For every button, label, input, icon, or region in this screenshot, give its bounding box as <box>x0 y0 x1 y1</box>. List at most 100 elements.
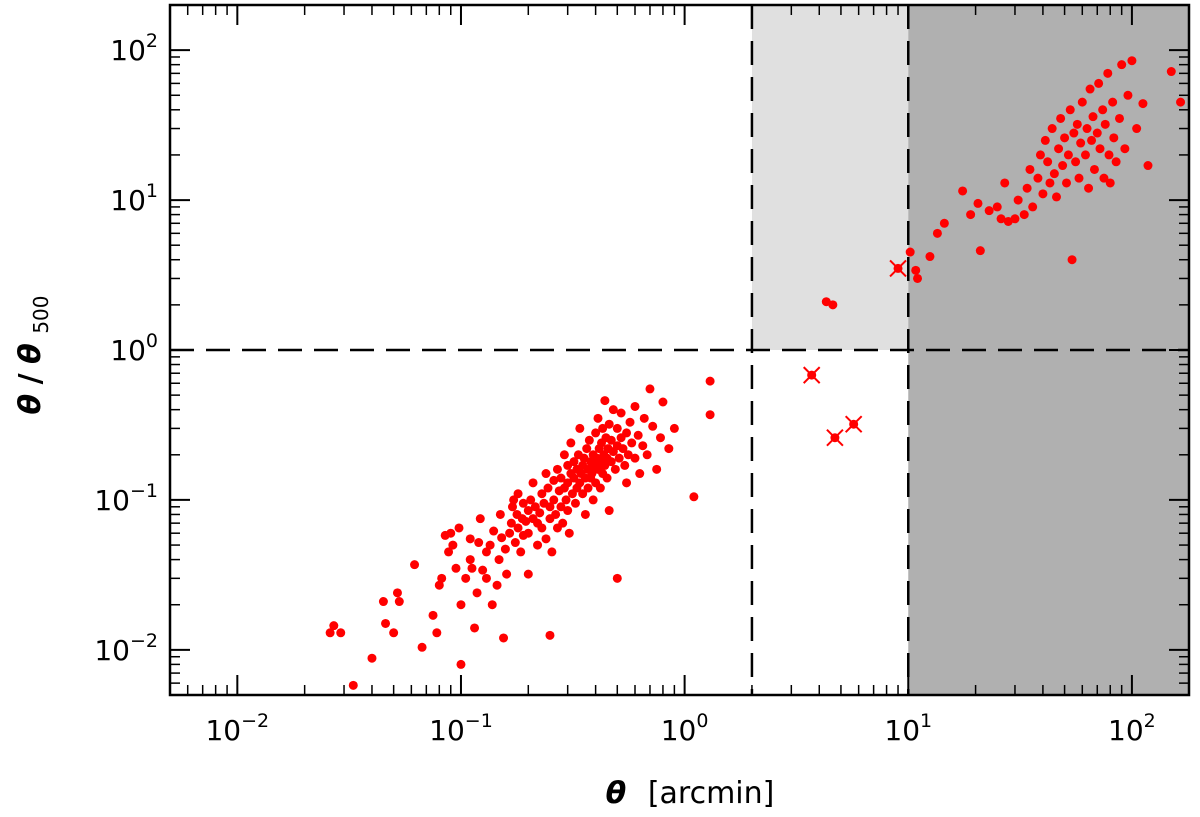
data-point <box>556 473 566 483</box>
data-point <box>432 628 442 638</box>
data-point <box>1138 99 1148 109</box>
data-point <box>446 528 456 538</box>
data-point <box>1019 210 1029 220</box>
data-point <box>669 423 679 433</box>
plot-frame <box>168 3 1191 697</box>
data-point <box>1013 195 1023 205</box>
data-point <box>616 408 626 418</box>
flagged-point <box>802 366 821 384</box>
data-point <box>549 495 559 505</box>
data-point <box>1047 124 1057 134</box>
data-point <box>1033 173 1043 183</box>
x-axis-symbol: θ <box>606 776 627 811</box>
data-point <box>535 508 545 518</box>
data-point <box>563 478 573 488</box>
data-point <box>1104 150 1114 160</box>
data-point <box>625 417 635 427</box>
data-point <box>336 628 346 638</box>
data-point <box>1054 144 1064 154</box>
data-point <box>580 509 590 519</box>
data-point <box>513 523 523 533</box>
data-point <box>556 502 566 512</box>
data-point <box>367 653 377 663</box>
x-tick-label: 10−2 <box>205 710 269 747</box>
data-point <box>558 518 568 528</box>
data-point <box>1069 128 1079 138</box>
data-point <box>911 265 921 275</box>
data-point <box>620 460 630 470</box>
data-point <box>448 540 458 550</box>
data-point <box>521 516 531 526</box>
reference-lines <box>170 5 1189 695</box>
data-point <box>1071 157 1081 167</box>
data-point <box>622 478 632 488</box>
x-axis-title: θ [arcmin] <box>606 776 775 811</box>
data-point <box>545 630 555 640</box>
minor-ticks <box>169 4 1189 696</box>
data-point <box>410 560 420 570</box>
data-point <box>392 588 402 598</box>
data-point <box>1108 97 1118 107</box>
data-point <box>1084 183 1094 193</box>
data-point <box>648 421 658 431</box>
data-point <box>513 489 523 499</box>
data-point <box>481 547 491 557</box>
data-point <box>1045 178 1055 188</box>
y-tick-label: 10−2 <box>94 630 158 667</box>
data-points <box>325 56 1186 690</box>
data-point <box>394 597 404 607</box>
data-point <box>1092 128 1102 138</box>
data-point <box>499 633 509 643</box>
data-point <box>582 444 592 454</box>
data-point <box>593 413 603 423</box>
data-point <box>992 202 1002 212</box>
data-point <box>1176 97 1186 107</box>
data-point <box>505 528 515 538</box>
data-point <box>1080 150 1090 160</box>
data-point <box>541 534 551 544</box>
data-point <box>638 441 648 451</box>
data-point <box>932 228 942 238</box>
data-point <box>485 540 495 550</box>
data-point <box>575 423 585 433</box>
data-point <box>984 206 994 216</box>
data-point <box>1120 144 1130 154</box>
data-point <box>584 435 594 445</box>
data-point <box>1022 183 1032 193</box>
data-point <box>1117 60 1127 70</box>
data-point <box>541 469 551 479</box>
data-point <box>1065 105 1075 115</box>
data-point <box>465 534 475 544</box>
x-axis-unit: [arcmin] <box>648 776 775 811</box>
y-axis-symbol: θ <box>13 394 48 415</box>
data-point <box>1074 173 1084 183</box>
data-point <box>528 478 538 488</box>
data-point <box>600 396 610 406</box>
data-point <box>1025 164 1035 174</box>
data-point <box>1067 255 1077 265</box>
data-point <box>487 600 497 610</box>
data-point <box>523 506 533 516</box>
data-point <box>1062 178 1072 188</box>
data-point <box>561 495 571 505</box>
data-point <box>975 246 985 256</box>
data-point <box>1056 113 1066 123</box>
data-point <box>1058 161 1068 171</box>
data-point <box>598 423 608 433</box>
data-point <box>559 450 569 460</box>
data-point <box>705 410 715 420</box>
data-point <box>905 247 915 257</box>
data-point <box>1010 214 1020 224</box>
data-point <box>451 563 461 573</box>
y-tick-label: 100 <box>110 330 158 367</box>
data-point <box>569 457 579 467</box>
data-point <box>1114 113 1124 123</box>
data-point <box>564 528 574 538</box>
data-point <box>1076 138 1086 148</box>
data-point <box>478 565 488 575</box>
flagged-point <box>889 259 907 278</box>
data-point <box>642 450 652 460</box>
data-point <box>1063 150 1073 160</box>
y-tick-label: 10−1 <box>94 480 158 517</box>
